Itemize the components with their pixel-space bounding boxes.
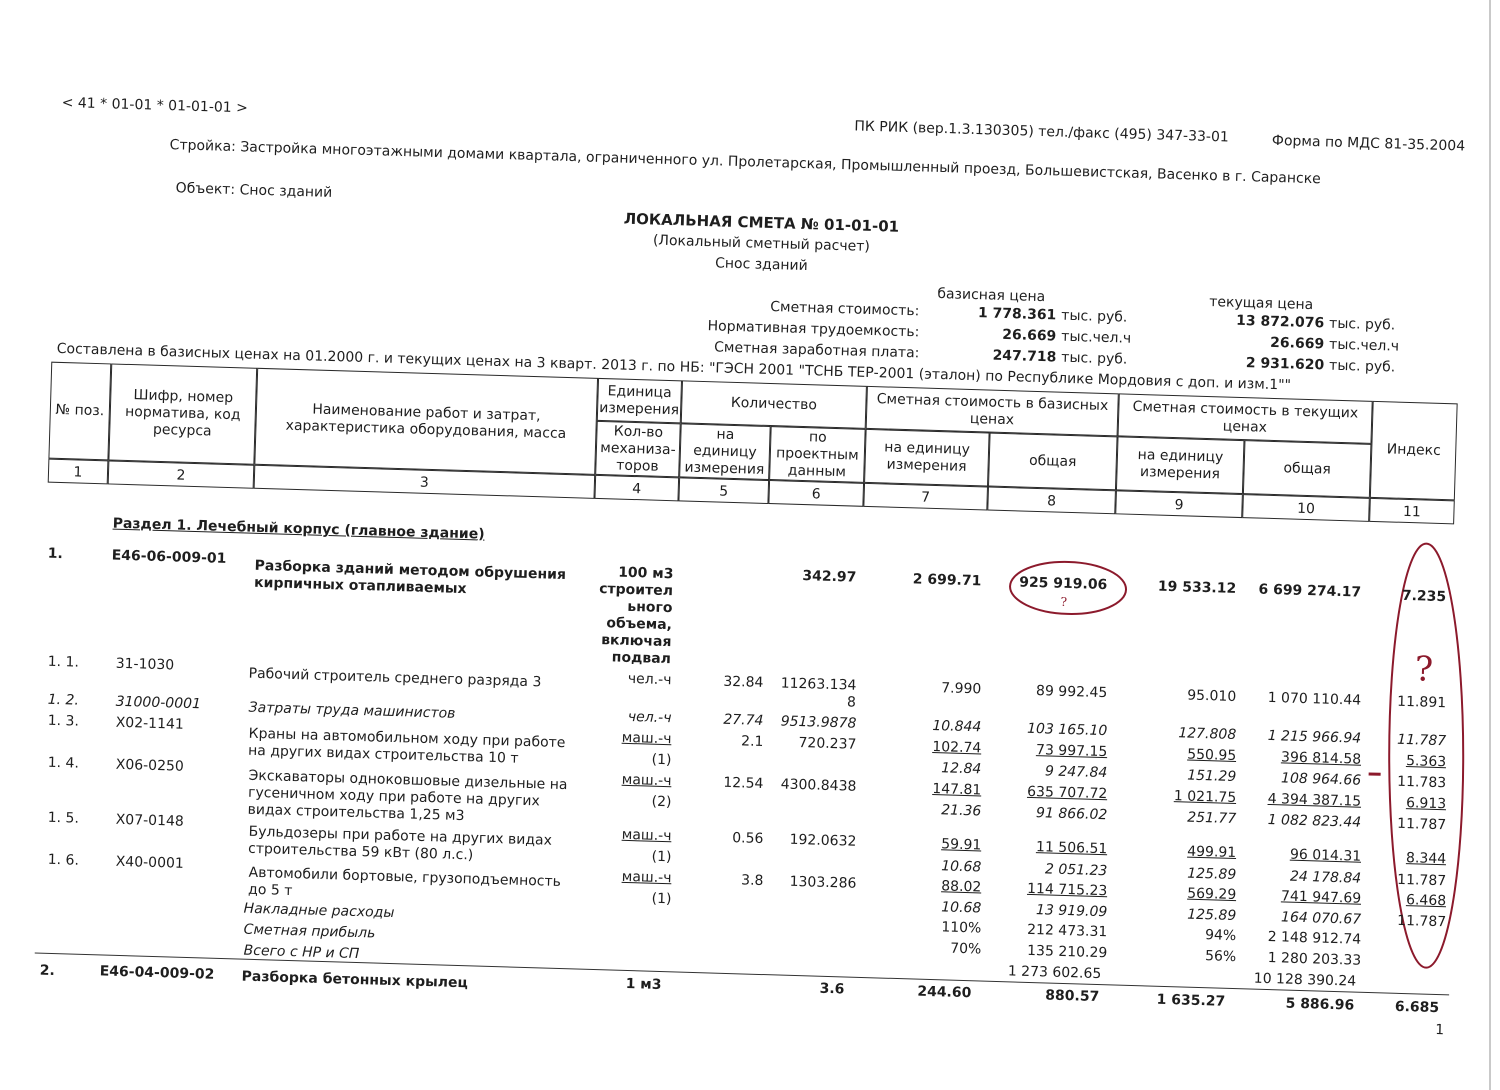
summary-base-unit: тыс. руб. xyxy=(1061,349,1128,368)
large-question-mark: ? xyxy=(1414,649,1433,690)
resource-code: Х40-0001 xyxy=(115,853,185,872)
position-number: 1. 6. xyxy=(47,851,80,869)
machine-operators: (1) xyxy=(651,751,672,769)
position-number: 1. xyxy=(47,545,64,563)
summary-base-value: 247.718 xyxy=(992,347,1057,366)
column-number: 2 xyxy=(107,460,255,489)
header-index: Индекс xyxy=(1369,400,1458,501)
machine-operators: (2) xyxy=(651,793,672,811)
oval-mark-index-column xyxy=(1388,542,1465,969)
position-number: 2. xyxy=(39,962,56,980)
resource-code: 31000-0001 xyxy=(115,693,202,713)
summary-current-unit: тыс. руб. xyxy=(1328,315,1396,334)
unit-of-measure: чел.-ч xyxy=(627,708,672,727)
header-base-total: общая xyxy=(988,432,1118,491)
header-qty-per-unit: на единицу измерения xyxy=(679,423,771,481)
header-current-cost: Сметная стоимость в текущих ценах xyxy=(1117,393,1373,444)
header-name: Наименование работ и затрат, характерист… xyxy=(254,367,599,475)
scan-edge xyxy=(1489,0,1491,1090)
unit-of-measure: маш.-ч xyxy=(621,868,672,887)
header-base-cost: Сметная стоимость в базисных ценах xyxy=(865,385,1119,437)
machine-operators: (1) xyxy=(651,890,672,908)
header-machines: Кол-во механиза-торов xyxy=(595,420,681,478)
header-unit: Единица измерения xyxy=(596,377,683,424)
header-current-total: общая xyxy=(1242,440,1372,498)
column-number: 7 xyxy=(863,482,989,511)
small-question-mark: ? xyxy=(1060,595,1067,609)
header-qty-total: по проектным данным xyxy=(769,426,866,483)
summary-base-value: 26.669 xyxy=(1002,326,1057,345)
resource-code: 31-1030 xyxy=(115,655,175,674)
resource-code: Е46-06-009-01 xyxy=(111,547,227,567)
current-price-header: текущая цена xyxy=(1208,294,1314,314)
column-number: 5 xyxy=(678,477,770,505)
summary-base-unit: тыс. руб. xyxy=(1061,307,1128,326)
machine-operators: (1) xyxy=(651,848,672,866)
circle-mark-base-total xyxy=(1009,560,1128,615)
summary-base-unit: тыс.чел.ч xyxy=(1061,328,1132,347)
resource-name: Экскаваторы одноковшовые дизельные на гу… xyxy=(247,767,568,825)
base-price-header: базисная цена xyxy=(937,285,1046,306)
resource-code: Х06-0250 xyxy=(115,756,185,775)
header-pos: № поз. xyxy=(48,361,112,461)
unit-of-measure: чел.-ч xyxy=(627,670,672,689)
column-number: 6 xyxy=(768,480,865,507)
position-number: 1. 4. xyxy=(47,754,80,772)
resource-code: Х07-0148 xyxy=(115,811,185,830)
header-code: Шифр, номер норматива, код ресурса xyxy=(108,363,258,465)
column-number: 1 xyxy=(47,458,109,485)
position-number: 1. 1. xyxy=(47,653,80,671)
page-number: 1 xyxy=(1434,1022,1445,1039)
resource-code: Е46-04-009-02 xyxy=(99,963,215,983)
header-base-per-unit: на единицу измерения xyxy=(864,428,990,487)
unit-of-measure: маш.-ч xyxy=(621,771,672,790)
column-number: 10 xyxy=(1242,494,1370,522)
position-number: 1. 2. xyxy=(47,691,80,709)
position-number: 1. 3. xyxy=(47,712,80,730)
summary-current-unit: тыс.чел.ч xyxy=(1328,336,1400,355)
unit-of-measure: маш.-ч xyxy=(621,826,672,845)
column-number: 11 xyxy=(1369,497,1455,525)
column-number: 4 xyxy=(594,474,680,502)
column-number: 8 xyxy=(987,486,1116,515)
column-number: 9 xyxy=(1115,490,1243,519)
unit-of-measure: маш.-ч xyxy=(621,729,672,748)
position-number: 1. 5. xyxy=(47,809,80,827)
summary-base-value: 1 778.361 xyxy=(977,305,1057,324)
header-quantity: Количество xyxy=(680,380,867,429)
header-current-per-unit: на единицу измерения xyxy=(1115,436,1245,495)
resource-code: Х02-1141 xyxy=(115,714,185,733)
summary-current-unit: тыс. руб. xyxy=(1328,357,1396,376)
